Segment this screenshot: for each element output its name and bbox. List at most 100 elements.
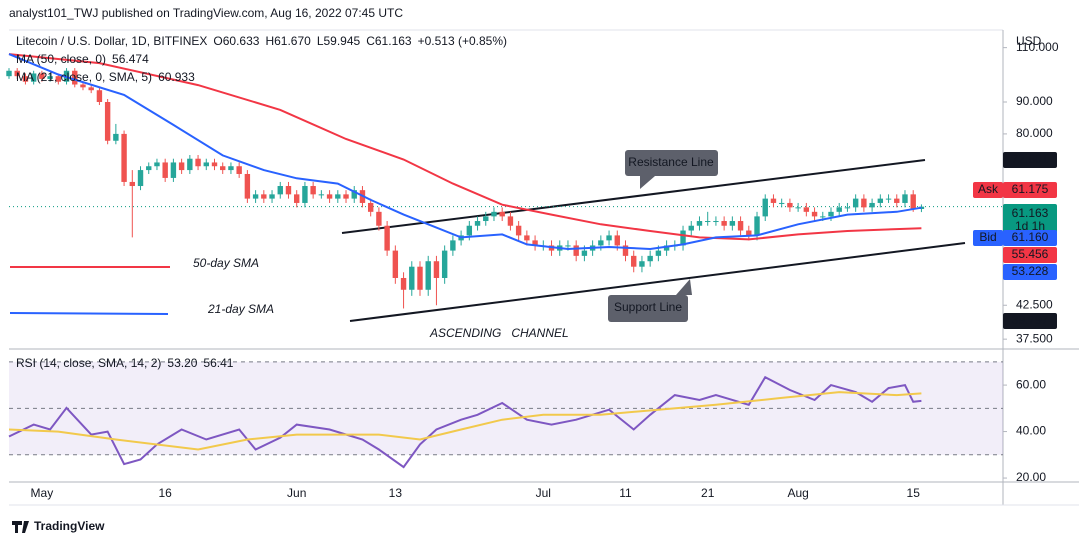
y-tick-label: 40.00 (1016, 424, 1046, 438)
callout-text: Support Line (614, 300, 682, 314)
candle-body (343, 194, 349, 199)
candle-body (491, 211, 497, 217)
brand: TradingView (34, 519, 105, 533)
price-label: 61.175 (1012, 182, 1049, 196)
candle-body (244, 173, 251, 199)
candle-body (425, 261, 431, 290)
candle-body (894, 198, 900, 203)
candle-body (696, 221, 703, 226)
candle-body (88, 87, 94, 91)
y-tick-label: 37.500 (1016, 331, 1053, 345)
candle-body (655, 250, 662, 256)
candle-body (721, 221, 727, 226)
price-label-box (1003, 182, 1057, 198)
callout-text: Resistance Line (628, 155, 714, 169)
x-tick-label: 16 (159, 486, 173, 500)
legend-text: 56.474 (112, 52, 149, 66)
candle-body (236, 166, 242, 174)
candle-body (581, 250, 588, 256)
candle-body (162, 162, 168, 178)
candle-body (483, 216, 489, 222)
candle-body (729, 221, 736, 226)
candle-body (573, 245, 579, 256)
candle-body (828, 211, 834, 217)
annotation: ASCENDING CHANNEL (429, 326, 569, 340)
candle-body (844, 207, 851, 209)
candle-body (803, 207, 810, 212)
candle-body (269, 194, 275, 199)
candle-body (310, 186, 316, 195)
candle-body (639, 261, 645, 267)
logo (12, 521, 29, 533)
y-tick-label: 90.000 (1016, 94, 1053, 108)
legend-text: RSI (14, close, SMA, 14, 2) (16, 356, 161, 370)
price-label-box (1003, 313, 1057, 329)
price-label-name: Bid (979, 230, 996, 244)
currency: USD (1016, 34, 1042, 48)
legend-text: 60.933 (158, 70, 195, 84)
candle-body (680, 230, 686, 246)
candle-body (409, 266, 415, 290)
callout-pointer (676, 279, 692, 295)
legend-text: 53.20 (167, 356, 197, 370)
candle-body (441, 250, 448, 278)
x-tick-label: May (31, 486, 54, 500)
candle-body (770, 198, 777, 203)
rsi-line (8, 391, 922, 451)
candle-body (532, 240, 538, 246)
price-label-tag (973, 182, 1003, 198)
resistance-line (341, 159, 926, 234)
candle-body (598, 240, 604, 246)
annotation: 21-day SMA (207, 302, 274, 316)
price-label-box (1003, 264, 1057, 280)
candle-body (450, 240, 456, 251)
candle-body (515, 225, 522, 236)
candle-body (631, 255, 637, 267)
legend-text: H61.670 (265, 34, 311, 48)
candle-body (507, 216, 514, 226)
price-label-sub: 1d 1h (1015, 219, 1045, 233)
candle-body (113, 133, 119, 141)
sma21-marker-line (9, 312, 169, 315)
candle-body (39, 73, 45, 79)
candle-body (384, 225, 390, 251)
callout-box (625, 150, 718, 176)
candle-body (137, 170, 144, 187)
moving-average (8, 53, 922, 251)
candle-body (877, 198, 884, 203)
moving-average (8, 53, 922, 241)
candle-body (565, 245, 571, 247)
candle-body (614, 235, 620, 246)
legend-text: 56.41 (203, 356, 233, 370)
annotation: 50-day SMA (193, 256, 259, 270)
candle-body (885, 198, 892, 200)
candle-body (524, 235, 530, 241)
candle-body (910, 194, 916, 209)
candle-body (778, 202, 785, 204)
price-label-box (1003, 152, 1057, 168)
price-label: 53.228 (1012, 264, 1049, 278)
candle-body (762, 198, 768, 217)
candle-body (195, 158, 201, 167)
candle-body (285, 186, 292, 195)
candle-body (104, 101, 111, 141)
candle-body (647, 255, 653, 262)
candle-body (705, 221, 711, 223)
callout-box (608, 295, 688, 322)
price-label-tag (973, 230, 1003, 246)
candle-body (663, 245, 670, 251)
y-tick-label: 110.000 (1016, 40, 1059, 54)
candle-body (622, 245, 629, 256)
price-label: 61.163 (1012, 206, 1049, 220)
candle-body (688, 225, 694, 231)
candle-body (820, 216, 826, 218)
candle-body (121, 133, 127, 182)
candle-body (852, 198, 859, 208)
candle-body (203, 162, 209, 167)
candle-body (6, 70, 12, 77)
candle-body (47, 76, 53, 79)
x-tick-label: Jun (287, 486, 306, 500)
candle-body (220, 166, 226, 171)
